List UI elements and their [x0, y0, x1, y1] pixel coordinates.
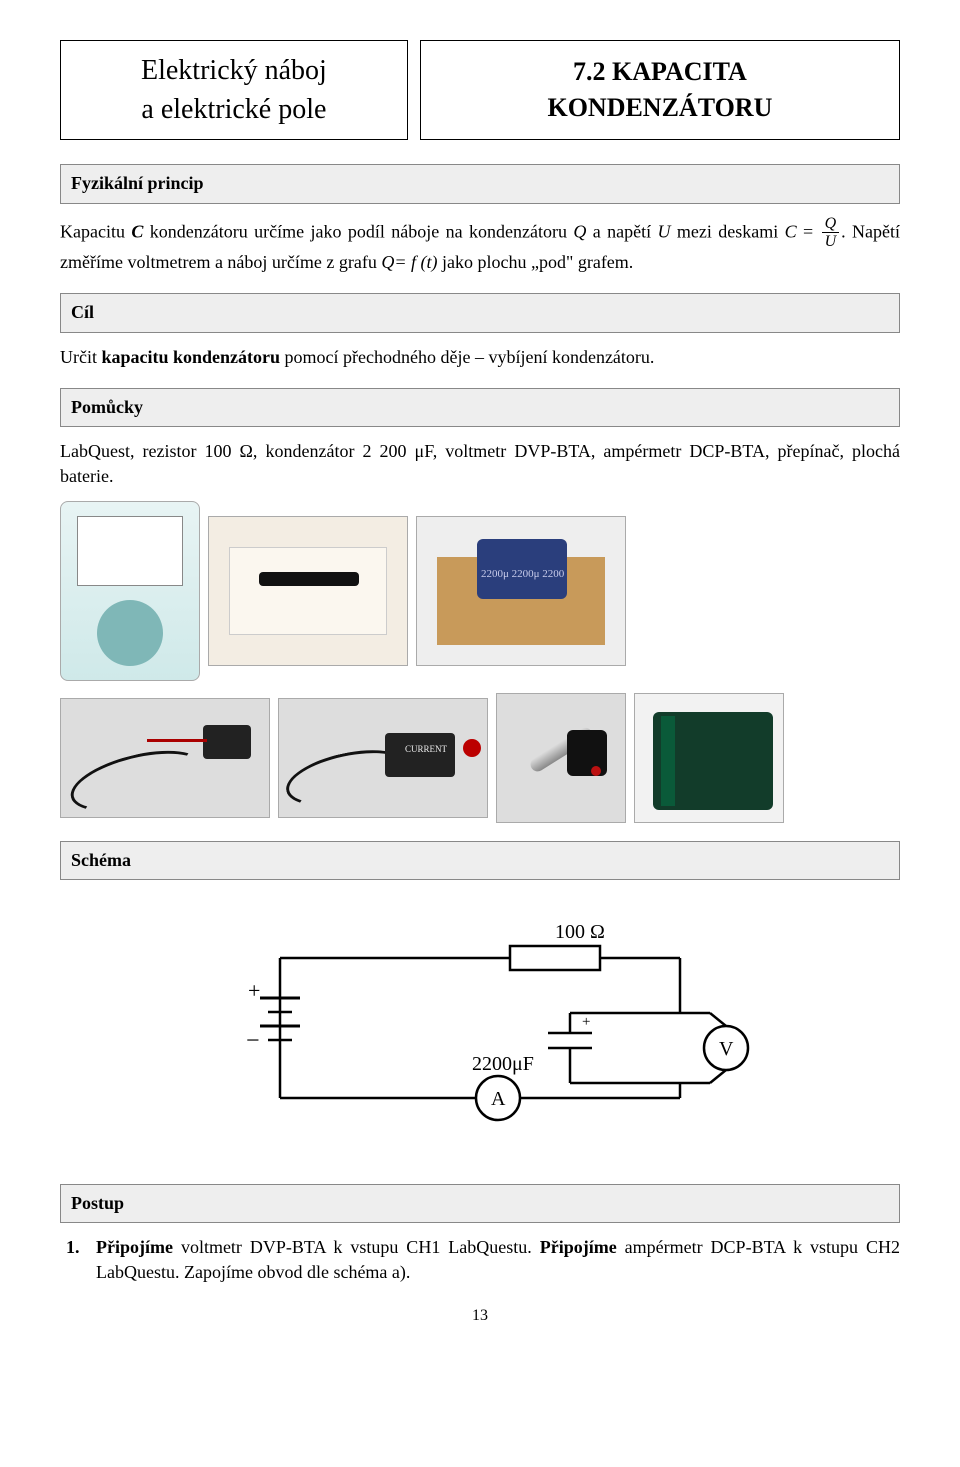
- photo-capacitor: 2200μ 2200μ 2200: [416, 516, 626, 666]
- switch-base-icon: [567, 730, 607, 776]
- postup-1b: voltmetr DVP-BTA k vstupu CH1 LabQuestu.: [173, 1237, 540, 1257]
- eq-den: U: [822, 233, 840, 251]
- princip-t2: kondenzátoru určíme jako podíl náboje na…: [143, 221, 573, 241]
- header-left-box: Elektrický náboj a elektrické pole: [60, 40, 408, 140]
- schema-area: 100 Ω 2200μF + A V + −: [60, 898, 900, 1165]
- header-row: Elektrický náboj a elektrické pole 7.2 K…: [60, 40, 900, 140]
- princip-t3: a napětí: [586, 221, 657, 241]
- eq-frac: QU: [822, 216, 840, 251]
- section-postup: Postup: [60, 1184, 900, 1223]
- postup-1-num: 1.: [66, 1235, 88, 1285]
- vprobe-lead-icon: [147, 739, 207, 742]
- photo-current-probe: CURRENT: [278, 698, 488, 818]
- section-princip: Fyzikální princip: [60, 164, 900, 203]
- header-right-line2: KONDENZÁTORU: [547, 90, 772, 126]
- princip-paragraph: Kapacitu C kondenzátoru určíme jako podí…: [60, 216, 900, 276]
- page-number: 13: [60, 1305, 900, 1327]
- princip-t6: jako plochu „pod" grafem.: [438, 252, 634, 272]
- princip-Q: Q: [573, 221, 586, 241]
- photo-voltage-probe: [60, 698, 270, 818]
- photo-resistor: [208, 516, 408, 666]
- schema-plus: +: [248, 978, 260, 1003]
- resistor-body-icon: [259, 572, 359, 586]
- header-left-line1: Elektrický náboj: [141, 51, 327, 90]
- princip-t4: mezi deskami: [670, 221, 784, 241]
- schema-c-label: 2200μF: [472, 1053, 534, 1075]
- schema-v-label: V: [719, 1038, 734, 1060]
- postup-1a: Připojíme: [96, 1237, 173, 1257]
- eq-lhs: C: [785, 221, 797, 241]
- schema-minus: −: [246, 1028, 260, 1054]
- schema-r-label: 100 Ω: [555, 921, 605, 943]
- section-cil: Cíl: [60, 293, 900, 332]
- postup-1c: Připojíme: [540, 1237, 617, 1257]
- cil-a: Určit: [60, 347, 101, 367]
- eq-num: Q: [822, 216, 840, 233]
- labquest-pad-icon: [97, 600, 163, 666]
- photo-battery: [634, 693, 784, 823]
- cil-c: pomocí přechodného děje – vybíjení konde…: [280, 347, 654, 367]
- princip-t1: Kapacitu: [60, 221, 131, 241]
- battery-strip-icon: [661, 716, 675, 806]
- princip-U: U: [657, 221, 670, 241]
- eq-eq: =: [797, 221, 820, 241]
- resistor-board-icon: [229, 547, 387, 635]
- schema-cap-plus: +: [582, 1014, 590, 1030]
- postup-item-1: 1. Připojíme voltmetr DVP-BTA k vstupu C…: [66, 1235, 900, 1285]
- photo-switch: [496, 693, 626, 823]
- iprobe-label: CURRENT: [405, 743, 447, 756]
- iprobe-plug-icon: [463, 739, 481, 757]
- cil-b: kapacitu kondenzátoru: [101, 347, 280, 367]
- schema-a-label: A: [491, 1088, 506, 1110]
- capacitor-label: 2200μ 2200μ 2200: [481, 567, 564, 582]
- section-schema: Schéma: [60, 841, 900, 880]
- photo-row-1: 2200μ 2200μ 2200: [60, 501, 900, 681]
- section-pomucky: Pomůcky: [60, 388, 900, 427]
- labquest-screen-icon: [77, 516, 183, 586]
- princip-C: C: [131, 221, 143, 241]
- header-right-line1: 7.2 KAPACITA: [547, 54, 772, 90]
- postup-list: 1. Připojíme voltmetr DVP-BTA k vstupu C…: [66, 1235, 900, 1285]
- postup-1-text: Připojíme voltmetr DVP-BTA k vstupu CH1 …: [96, 1235, 900, 1285]
- header-right-box: 7.2 KAPACITA KONDENZÁTORU: [420, 40, 900, 140]
- princip-qf: Q= f (t): [381, 252, 437, 272]
- photo-labquest: [60, 501, 200, 681]
- vprobe-box-icon: [203, 725, 251, 759]
- circuit-schematic-icon: 100 Ω 2200μF + A V + −: [210, 898, 750, 1158]
- cil-paragraph: Určit kapacitu kondenzátoru pomocí přech…: [60, 345, 900, 370]
- photo-row-2: CURRENT: [60, 693, 900, 823]
- header-left-line2: a elektrické pole: [141, 90, 327, 129]
- pomucky-paragraph: LabQuest, rezistor 100 Ω, kondenzátor 2 …: [60, 439, 900, 489]
